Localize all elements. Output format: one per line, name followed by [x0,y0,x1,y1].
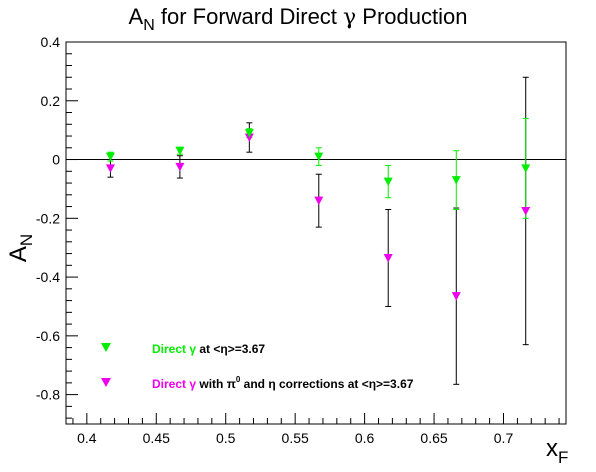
x-axis-title: xF [546,435,568,467]
direct-point [383,177,393,187]
y-tick-label: 0.2 [41,93,61,109]
y-axis-title: AN [5,234,36,262]
legend-corrected-colored: Direct γ [152,377,196,391]
direct-point [314,152,324,162]
legend-corrected-sup: 0 [236,375,241,384]
x-tick-label: 0.6 [355,430,375,446]
direct-point [175,146,185,156]
legend-direct-black: at <η>=3.67 [196,342,265,356]
title-prefix: A [129,4,144,29]
chart-title: AN for Forward Direct γ Production [129,4,468,34]
corrected-point [175,162,185,172]
title-gamma: γ [343,5,356,30]
title-text-2: Production [356,4,467,29]
x-tick-label: 0.65 [420,430,447,446]
x-axis-title-sub: F [558,448,568,467]
x-tick-label: 0.55 [282,430,309,446]
x-tick-label: 0.7 [494,430,514,446]
corrected-point [451,292,461,301]
direct-point [521,164,531,173]
x-tick-label: 0.4 [77,430,97,446]
y-axis-title-main: A [5,246,32,262]
x-axis-title-main: x [546,435,558,462]
corrected-point [521,206,531,216]
x-tick-label: 0.45 [143,430,170,446]
y-tick-label: -0.8 [36,387,60,403]
legend-corrected-black-1: with π [196,377,236,391]
direct-point [451,176,461,185]
y-tick-label: -0.2 [36,210,60,226]
axis-ticks: 0.4 0.45 0.5 0.55 0.6 0.65 0.7 0.4 0.2 0 -0.2 -0.4 -… [36,34,560,446]
title-text-1: for Forward Direct [155,4,343,29]
corrected-point [105,164,115,173]
y-tick-label: 0 [52,152,60,168]
x-tick-label: 0.5 [216,430,236,446]
y-tick-label: 0.4 [41,34,61,50]
legend: Direct γ at <η>=3.67 Direct γ with π0 an… [101,342,414,391]
legend-marker-corrected [101,378,111,387]
direct-point [244,129,254,138]
corrected-point [244,133,254,142]
corrected-point [314,196,324,206]
data-layer [105,76,531,385]
direct-point [105,152,115,162]
plot-frame [65,41,567,425]
corrected-point [383,253,393,263]
legend-label-corrected: Direct γ with π0 and η corrections at <η… [152,375,414,391]
title-subscript: N [143,17,155,34]
y-tick-label: -0.4 [36,269,60,285]
legend-label-direct: Direct γ at <η>=3.67 [152,342,265,356]
y-tick-label: -0.6 [36,328,60,344]
legend-direct-colored: Direct γ [152,342,196,356]
legend-corrected-black-2: and η corrections at <η>=3.67 [240,377,413,391]
legend-marker-direct [101,343,111,352]
y-axis-title-sub: N [17,234,36,246]
